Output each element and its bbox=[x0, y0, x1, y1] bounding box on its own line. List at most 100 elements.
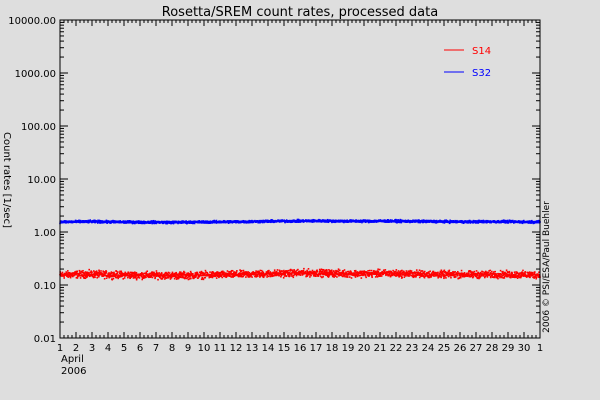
data-point bbox=[123, 277, 126, 279]
data-point bbox=[78, 219, 80, 222]
data-point bbox=[154, 220, 157, 222]
data-point bbox=[484, 273, 487, 275]
data-point bbox=[328, 275, 330, 277]
data-point bbox=[530, 222, 533, 224]
data-point bbox=[409, 271, 412, 274]
data-point bbox=[313, 220, 316, 223]
data-point bbox=[290, 275, 292, 277]
data-point bbox=[129, 271, 132, 274]
data-point bbox=[286, 270, 289, 272]
data-point bbox=[167, 271, 170, 274]
data-point bbox=[296, 269, 298, 272]
data-point bbox=[180, 271, 182, 274]
x-tick-label: 18 bbox=[326, 343, 339, 354]
data-point bbox=[503, 277, 506, 279]
data-point bbox=[307, 273, 310, 276]
data-point bbox=[151, 222, 154, 225]
data-point bbox=[215, 272, 218, 275]
data-point bbox=[97, 219, 99, 222]
data-point bbox=[461, 220, 464, 222]
data-point bbox=[114, 273, 117, 276]
data-point bbox=[248, 271, 251, 274]
data-point bbox=[525, 276, 528, 278]
data-point bbox=[163, 273, 166, 275]
data-point bbox=[267, 275, 270, 278]
data-point bbox=[471, 272, 473, 275]
data-point bbox=[175, 278, 178, 280]
data-point bbox=[390, 272, 392, 274]
data-point bbox=[165, 277, 168, 279]
data-point bbox=[479, 271, 482, 274]
data-point bbox=[524, 272, 526, 274]
data-point bbox=[291, 275, 294, 277]
data-point bbox=[489, 272, 492, 274]
data-point bbox=[240, 274, 243, 277]
data-point bbox=[255, 272, 258, 274]
data-point bbox=[70, 275, 72, 278]
data-point bbox=[310, 221, 313, 223]
data-point bbox=[455, 272, 458, 274]
data-point bbox=[299, 274, 302, 276]
data-point bbox=[443, 220, 445, 223]
data-point bbox=[185, 220, 188, 222]
data-point bbox=[219, 220, 221, 222]
data-point bbox=[188, 278, 191, 280]
data-point bbox=[364, 219, 367, 221]
data-point bbox=[364, 221, 367, 224]
data-point bbox=[402, 272, 404, 274]
data-point bbox=[459, 276, 462, 279]
data-point bbox=[210, 272, 213, 275]
data-point bbox=[190, 272, 192, 274]
data-point bbox=[330, 269, 333, 272]
data-point bbox=[393, 271, 396, 274]
data-point bbox=[169, 274, 172, 276]
data-point bbox=[173, 277, 176, 280]
data-point bbox=[225, 274, 227, 276]
data-point bbox=[373, 269, 375, 272]
data-point bbox=[354, 270, 357, 273]
data-point bbox=[336, 276, 338, 278]
data-point bbox=[443, 271, 446, 273]
data-point bbox=[68, 275, 71, 278]
data-point bbox=[406, 271, 409, 274]
data-point bbox=[222, 273, 225, 276]
data-point bbox=[120, 273, 122, 275]
data-point bbox=[123, 273, 126, 275]
data-point bbox=[519, 276, 522, 279]
data-point bbox=[344, 275, 346, 278]
data-point bbox=[191, 274, 193, 277]
data-point bbox=[413, 275, 416, 278]
data-point bbox=[204, 272, 206, 274]
data-point bbox=[275, 270, 278, 273]
data-point bbox=[273, 269, 276, 271]
data-point bbox=[306, 269, 308, 272]
data-point bbox=[475, 270, 478, 272]
data-point bbox=[313, 273, 316, 275]
data-point bbox=[380, 275, 383, 277]
x-year-label: 2006 bbox=[61, 366, 86, 377]
data-point bbox=[98, 269, 100, 272]
data-point bbox=[234, 274, 236, 277]
data-point bbox=[385, 274, 387, 277]
data-point bbox=[110, 222, 112, 224]
data-point bbox=[511, 219, 514, 222]
data-point bbox=[226, 270, 229, 272]
data-point bbox=[75, 273, 77, 276]
data-point bbox=[204, 273, 206, 276]
data-point bbox=[350, 271, 352, 273]
data-point bbox=[171, 271, 174, 274]
data-point bbox=[104, 271, 107, 273]
data-point bbox=[505, 269, 508, 272]
data-point bbox=[371, 274, 373, 277]
data-point bbox=[110, 220, 113, 222]
data-point bbox=[200, 270, 203, 273]
data-point bbox=[537, 276, 540, 278]
data-point bbox=[229, 271, 231, 273]
data-point bbox=[93, 273, 95, 276]
data-point bbox=[418, 273, 420, 276]
data-point bbox=[197, 277, 199, 279]
data-point bbox=[218, 272, 220, 275]
data-point bbox=[108, 273, 110, 276]
data-point bbox=[377, 271, 379, 274]
data-point bbox=[245, 273, 248, 276]
